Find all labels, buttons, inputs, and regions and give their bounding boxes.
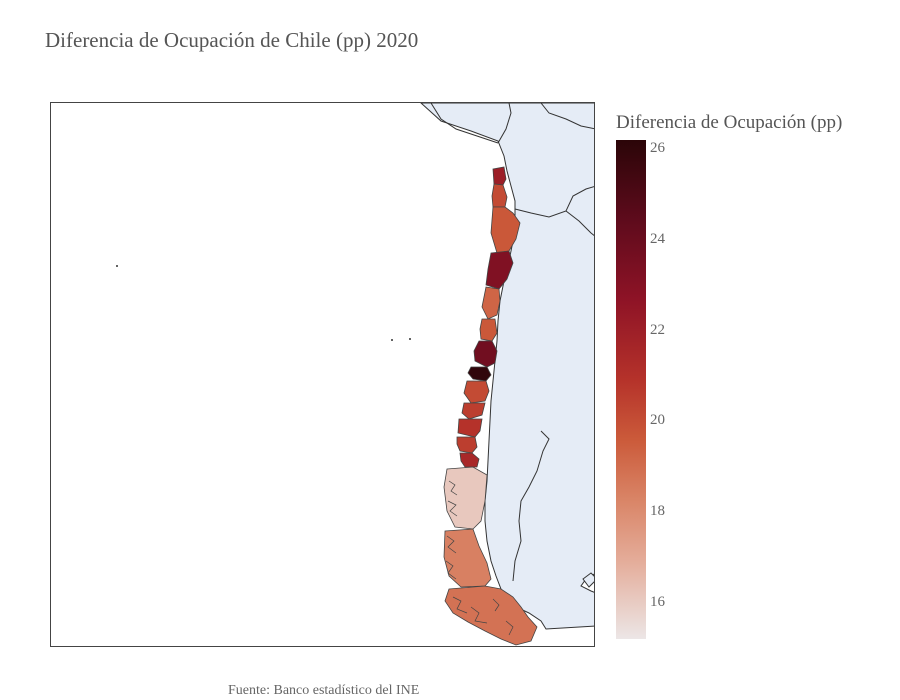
region-antofagasta[interactable]: Antofagasta: 20 — [490, 206, 521, 254]
colorbar-tick-label: 22 — [650, 321, 665, 338]
falklands-island — [582, 572, 594, 588]
region-arica-y-parinacota[interactable]: Arica y Parinacota: 22.5 — [492, 166, 507, 186]
country-border — [512, 430, 550, 582]
region-valparaiso[interactable]: Valparaíso: 20 — [479, 318, 498, 342]
colorbar-tick-label: 24 — [650, 230, 665, 247]
island-marker — [116, 265, 118, 267]
colorbar-tick-label: 26 — [650, 140, 665, 157]
colorbar-tick-label: 20 — [650, 412, 665, 429]
country-border — [565, 210, 594, 237]
colorbar-title: Diferencia de Ocupación (pp) — [616, 112, 843, 133]
country-border — [430, 103, 499, 144]
region-los-lagos[interactable]: Los Lagos: 16 — [443, 466, 488, 530]
fjord-details — [445, 480, 514, 636]
region-metropolitana[interactable]: Metropolitana: 24 — [473, 340, 498, 368]
map-plot-area[interactable]: Arica y Parinacota: 22.5 Tarapacá: 20.5 … — [50, 102, 595, 647]
region-biobio[interactable]: Biobío: 21.5 — [457, 418, 483, 438]
region-los-rios[interactable]: Los Ríos: 22 — [459, 452, 480, 468]
region-atacama[interactable]: Atacama: 23.5 — [485, 250, 514, 290]
chile-regions: Arica y Parinacota: 22.5 Tarapacá: 20.5 … — [443, 166, 538, 646]
region-la-araucania[interactable]: La Araucanía: 21 — [456, 436, 478, 454]
region-aysen[interactable]: Aysén: 18.5 — [443, 528, 492, 588]
colorbar-gradient — [616, 140, 646, 639]
region-maule[interactable]: Maule: 20.5 — [463, 380, 490, 404]
source-note: Fuente: Banco estadístico del INE — [228, 683, 420, 698]
region-coquimbo[interactable]: Coquimbo: 19.5 — [481, 286, 501, 320]
map-title: Diferencia de Ocupación de Chile (pp) 20… — [45, 28, 419, 52]
island-marker — [391, 339, 393, 341]
island-marker — [409, 338, 411, 340]
region-magallanes[interactable]: Magallanes: 19 — [444, 585, 538, 646]
south-america-land — [420, 103, 594, 630]
region-nuble[interactable]: Ñuble: 21 — [461, 402, 486, 420]
map-svg[interactable]: Arica y Parinacota: 22.5 Tarapacá: 20.5 … — [51, 103, 595, 647]
country-border — [540, 103, 594, 130]
country-border — [497, 103, 512, 144]
colorbar-tick-label: 16 — [650, 593, 665, 610]
colorbar-tick-label: 18 — [650, 502, 665, 519]
